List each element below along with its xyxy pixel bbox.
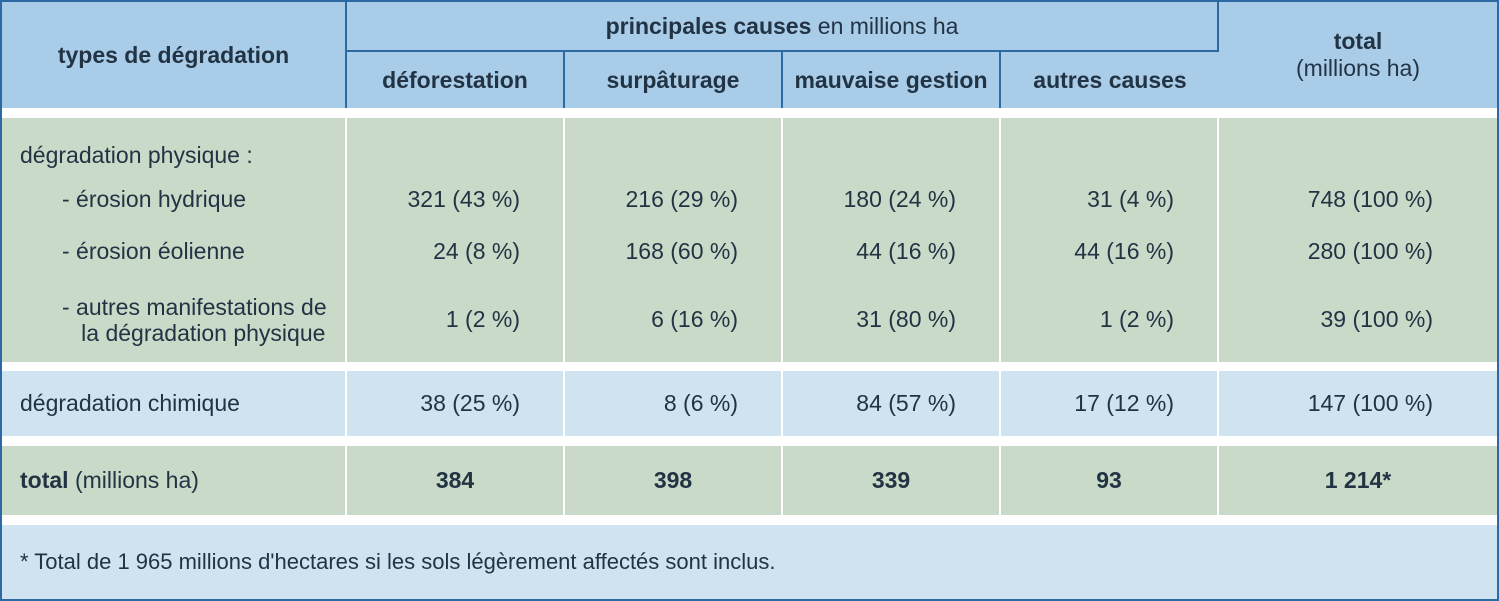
header-causes-group: principales causes en millions ha	[347, 2, 1219, 52]
header-total-bold: total	[1334, 28, 1383, 54]
label-physical: dégradation physique :	[2, 118, 347, 173]
row-footnote: * Total de 1 965 millions d'hectares si …	[2, 525, 1497, 599]
cell: 1 (2 %)	[347, 278, 565, 362]
cell: 17 (12 %)	[1001, 371, 1219, 436]
label-erosion-hydrique: - érosion hydrique	[2, 173, 347, 226]
cell: 38 (25 %)	[347, 371, 565, 436]
header-causes-bold: principales causes	[606, 13, 812, 39]
cell: 24 (8 %)	[347, 225, 565, 278]
cell: 321 (43 %)	[347, 173, 565, 226]
header-types: types de dégradation	[2, 2, 347, 108]
row-physical-header: dégradation physique :	[2, 118, 1497, 173]
cell: 44 (16 %)	[1001, 225, 1219, 278]
table-container: types de dégradation principales causes …	[0, 0, 1499, 601]
row-erosion-hydrique: - érosion hydrique 321 (43 %) 216 (29 %)…	[2, 173, 1497, 226]
row-total: total (millions ha) 384 398 339 93 1 214…	[2, 446, 1497, 515]
cell: 398	[565, 446, 783, 515]
header-col-surpaturage: surpâturage	[565, 52, 783, 108]
cell-total: 1 214*	[1219, 446, 1497, 515]
cell-total: 147 (100 %)	[1219, 371, 1497, 436]
degradation-table: types de dégradation principales causes …	[2, 2, 1497, 599]
label-total-bold: total	[20, 467, 69, 493]
cell: 168 (60 %)	[565, 225, 783, 278]
row-erosion-eolienne: - érosion éolienne 24 (8 %) 168 (60 %) 4…	[2, 225, 1497, 278]
header-col-autres-causes: autres causes	[1001, 52, 1219, 108]
cell: 84 (57 %)	[783, 371, 1001, 436]
cell: 44 (16 %)	[783, 225, 1001, 278]
header-col-mauvaise-gestion: mauvaise gestion	[783, 52, 1001, 108]
cell: 216 (29 %)	[565, 173, 783, 226]
header-total-rest: (millions ha)	[1296, 55, 1420, 81]
cell: 31 (4 %)	[1001, 173, 1219, 226]
row-degradation-chimique: dégradation chimique 38 (25 %) 8 (6 %) 8…	[2, 371, 1497, 436]
header-total: total (millions ha)	[1219, 2, 1497, 108]
label-autres-manifestations: - autres manifestations de la dégradatio…	[2, 278, 347, 362]
cell: 1 (2 %)	[1001, 278, 1219, 362]
cell: 8 (6 %)	[565, 371, 783, 436]
cell-total: 280 (100 %)	[1219, 225, 1497, 278]
cell: 93	[1001, 446, 1219, 515]
cell-total: 748 (100 %)	[1219, 173, 1497, 226]
cell: 31 (80 %)	[783, 278, 1001, 362]
label-erosion-eolienne: - érosion éolienne	[2, 225, 347, 278]
header-col-deforestation: déforestation	[347, 52, 565, 108]
cell: 6 (16 %)	[565, 278, 783, 362]
cell: 339	[783, 446, 1001, 515]
footnote-text: * Total de 1 965 millions d'hectares si …	[2, 525, 1497, 599]
cell: 384	[347, 446, 565, 515]
cell-total: 39 (100 %)	[1219, 278, 1497, 362]
label-total: total (millions ha)	[2, 446, 347, 515]
header-causes-rest: en millions ha	[811, 13, 958, 39]
cell: 180 (24 %)	[783, 173, 1001, 226]
label-total-rest: (millions ha)	[69, 467, 199, 493]
label-degradation-chimique: dégradation chimique	[2, 371, 347, 436]
row-autres-manifestations: - autres manifestations de la dégradatio…	[2, 278, 1497, 362]
